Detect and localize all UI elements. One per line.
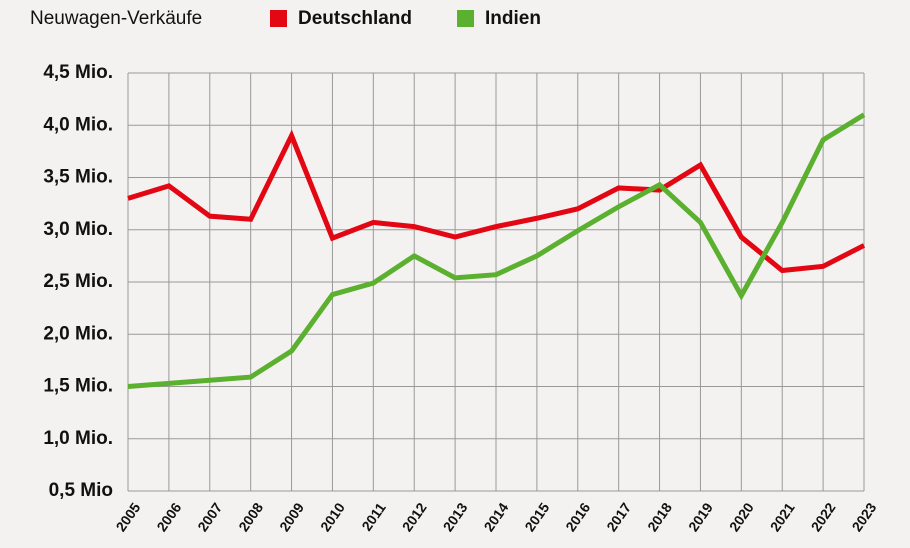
y-tick-label: 3,0 Mio. (43, 219, 113, 240)
y-tick-label: 4,5 Mio. (43, 62, 113, 83)
y-tick-label: 4,0 Mio. (43, 114, 113, 135)
legend-swatch (270, 10, 287, 27)
y-tick-label: 2,0 Mio. (43, 323, 113, 344)
y-tick-label: 1,5 Mio. (43, 376, 113, 397)
series-line (127, 112, 866, 389)
legend-label: Indien (485, 8, 541, 29)
y-tick-label: 3,5 Mio. (43, 167, 113, 188)
legend-swatch (457, 10, 475, 27)
series-line (127, 129, 866, 274)
chart-title: Neuwagen-Verkäufe (30, 8, 202, 29)
legend-label: Deutschland (298, 8, 412, 29)
y-tick-label: 0,5 Mio (49, 480, 113, 501)
y-tick-label: 1,0 Mio. (43, 428, 113, 449)
y-tick-label: 2,5 Mio. (43, 271, 113, 292)
